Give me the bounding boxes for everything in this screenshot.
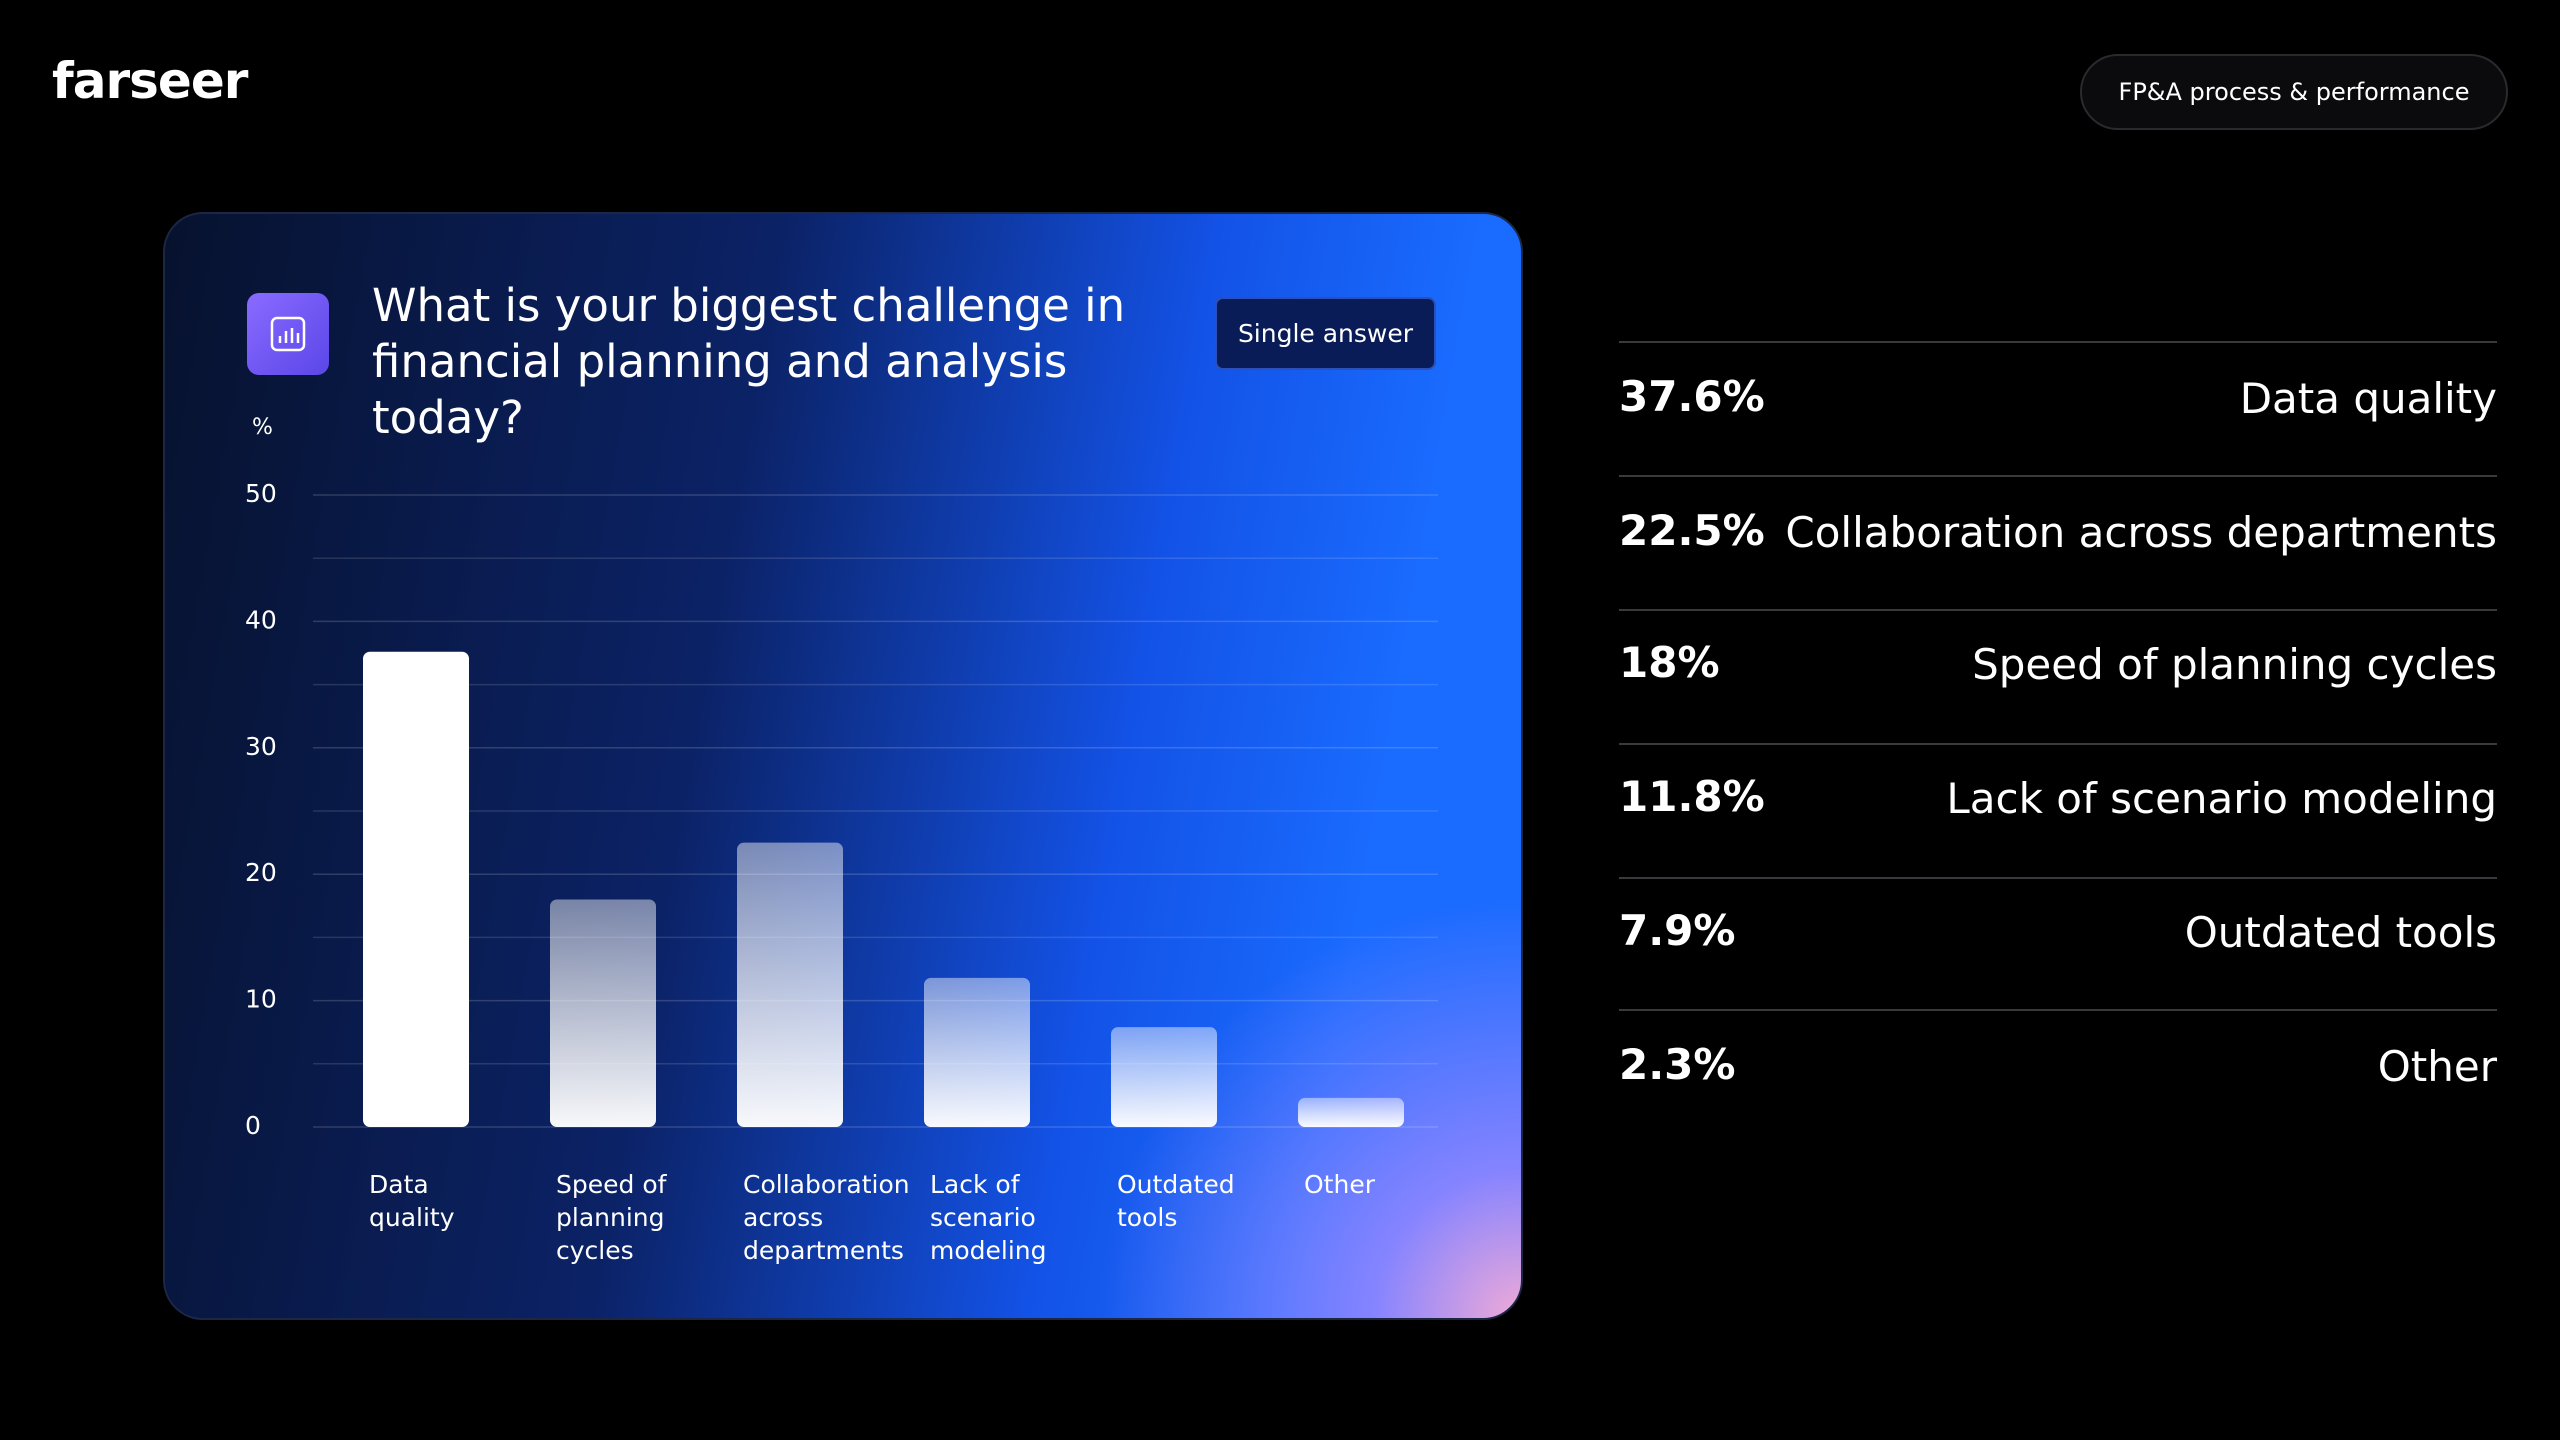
row-divider xyxy=(1619,609,2497,611)
result-label: Speed of planning cycles xyxy=(1972,640,2497,689)
y-tick-label: 0 xyxy=(245,1111,261,1140)
row-divider xyxy=(1619,1009,2497,1011)
result-label: Outdated tools xyxy=(2184,908,2497,957)
chart-icon xyxy=(247,293,329,375)
y-tick-label: 20 xyxy=(245,858,277,887)
row-divider xyxy=(1619,877,2497,879)
result-value: 22.5% xyxy=(1619,506,1765,555)
x-tick-label: Data quality xyxy=(369,1170,455,1232)
result-label: Lack of scenario modeling xyxy=(1946,774,2497,823)
result-value: 7.9% xyxy=(1619,906,1736,955)
result-label: Data quality xyxy=(2239,374,2497,423)
bar xyxy=(924,977,1030,1127)
result-value: 37.6% xyxy=(1619,372,1765,421)
logo: farseer xyxy=(52,52,248,110)
bar xyxy=(1298,1097,1404,1127)
topic-tag[interactable]: FP&A process & performance xyxy=(2080,54,2508,130)
x-tick-label: Outdated tools xyxy=(1117,1170,1235,1232)
chart-title: What is your biggest challenge in financ… xyxy=(372,279,1126,444)
result-label: Collaboration across departments xyxy=(1785,508,2497,557)
row-divider xyxy=(1619,475,2497,477)
y-tick-label: 30 xyxy=(245,732,277,761)
bar xyxy=(550,899,656,1127)
bar xyxy=(1111,1027,1217,1127)
answer-badge: Single answer xyxy=(1215,297,1436,370)
icon-glyph xyxy=(270,316,306,352)
y-tick-label: 10 xyxy=(245,985,277,1014)
y-tick-label: 50 xyxy=(245,479,277,508)
y-tick-label: 40 xyxy=(245,605,277,634)
result-label: Other xyxy=(2377,1042,2497,1091)
row-divider xyxy=(1619,341,2497,343)
x-tick-label: Lack of scenario modeling xyxy=(930,1170,1047,1265)
bar xyxy=(363,651,469,1127)
row-divider xyxy=(1619,743,2497,745)
bar xyxy=(737,842,843,1127)
result-value: 11.8% xyxy=(1619,772,1765,821)
x-tick-label: Collaboration across departments xyxy=(743,1170,910,1265)
result-value: 2.3% xyxy=(1619,1040,1736,1089)
y-axis-label: % xyxy=(252,415,273,440)
x-tick-label: Speed of planning cycles xyxy=(556,1170,667,1265)
x-tick-label: Other xyxy=(1304,1170,1375,1199)
result-value: 18% xyxy=(1619,638,1720,687)
